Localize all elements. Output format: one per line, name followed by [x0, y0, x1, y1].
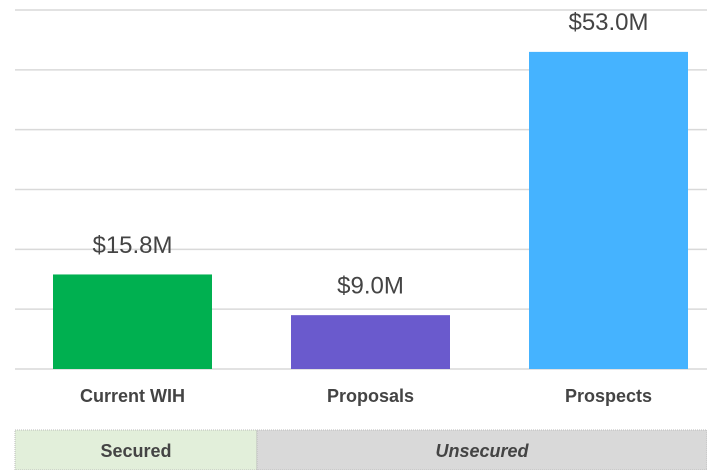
group-box: [14, 429, 258, 470]
bar: [529, 51, 688, 370]
value-label: $9.0M: [337, 272, 404, 299]
x-tick-label: Proposals: [327, 386, 414, 406]
group-label: Secured: [100, 441, 171, 461]
bar: [53, 274, 212, 369]
bar: [291, 315, 450, 369]
x-tick-label: Prospects: [565, 386, 652, 406]
value-label: $15.8M: [92, 232, 172, 259]
value-label: $53.0M: [568, 9, 648, 36]
group-label: Unsecured: [435, 441, 529, 461]
x-tick-label: Current WIH: [80, 386, 185, 406]
group-box: [256, 429, 707, 470]
